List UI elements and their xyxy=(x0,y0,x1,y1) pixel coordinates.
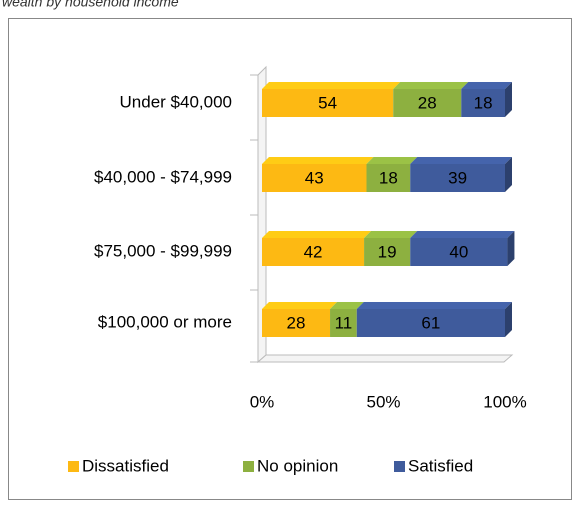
data-label: 18 xyxy=(474,93,493,112)
data-label: 39 xyxy=(448,168,467,187)
bar-top xyxy=(262,231,372,238)
chart-title: wealth by household income xyxy=(2,0,179,10)
bar xyxy=(356,309,505,337)
bar-side xyxy=(507,231,515,266)
bar-top xyxy=(330,302,364,309)
bar xyxy=(366,164,411,192)
bar xyxy=(262,89,394,117)
bar-side xyxy=(505,82,512,117)
bar-top xyxy=(364,231,418,238)
y-tick-label: $40,000 - $74,999 xyxy=(94,167,232,186)
x-tick-label: 100% xyxy=(483,392,526,411)
x-tick-label: 0% xyxy=(250,392,275,411)
bar-top xyxy=(262,302,338,309)
data-label: 61 xyxy=(421,313,440,332)
y-tick-label: $100,000 or more xyxy=(98,312,232,331)
bar xyxy=(410,164,505,192)
data-label: 42 xyxy=(304,242,323,261)
bar xyxy=(330,309,357,337)
bar-top xyxy=(393,82,469,89)
bar xyxy=(393,89,462,117)
legend-swatch xyxy=(243,461,254,472)
y-tick-label: Under $40,000 xyxy=(120,92,232,111)
bar xyxy=(262,238,365,266)
bar-top xyxy=(461,82,512,89)
bar xyxy=(410,238,508,266)
bar-top xyxy=(366,157,418,164)
data-label: 28 xyxy=(418,93,437,112)
bar-top xyxy=(262,157,374,164)
data-label: 11 xyxy=(335,313,353,332)
bar-top xyxy=(262,82,401,89)
legend-label: No opinion xyxy=(257,456,338,475)
data-label: 18 xyxy=(379,168,398,187)
bar-side xyxy=(505,302,512,337)
legend-label: Satisfied xyxy=(408,456,473,475)
data-label: 19 xyxy=(378,242,397,261)
data-label: 28 xyxy=(287,313,306,332)
bar xyxy=(262,309,331,337)
data-label: 40 xyxy=(449,242,468,261)
bar-top xyxy=(356,302,512,309)
axis-wall xyxy=(250,65,514,364)
legend-swatch xyxy=(394,461,405,472)
y-tick-label: $75,000 - $99,999 xyxy=(94,241,232,260)
bar xyxy=(461,89,505,117)
bar-top xyxy=(410,157,512,164)
bar xyxy=(364,238,411,266)
data-label: 54 xyxy=(318,93,337,112)
x-tick-label: 50% xyxy=(366,392,400,411)
bar-top xyxy=(410,231,515,238)
bar xyxy=(262,164,367,192)
legend-label: Dissatisfied xyxy=(82,456,169,475)
data-label: 43 xyxy=(305,168,324,187)
legend-swatch xyxy=(68,461,79,472)
chart-frame xyxy=(8,18,572,500)
bar-side xyxy=(505,157,512,192)
